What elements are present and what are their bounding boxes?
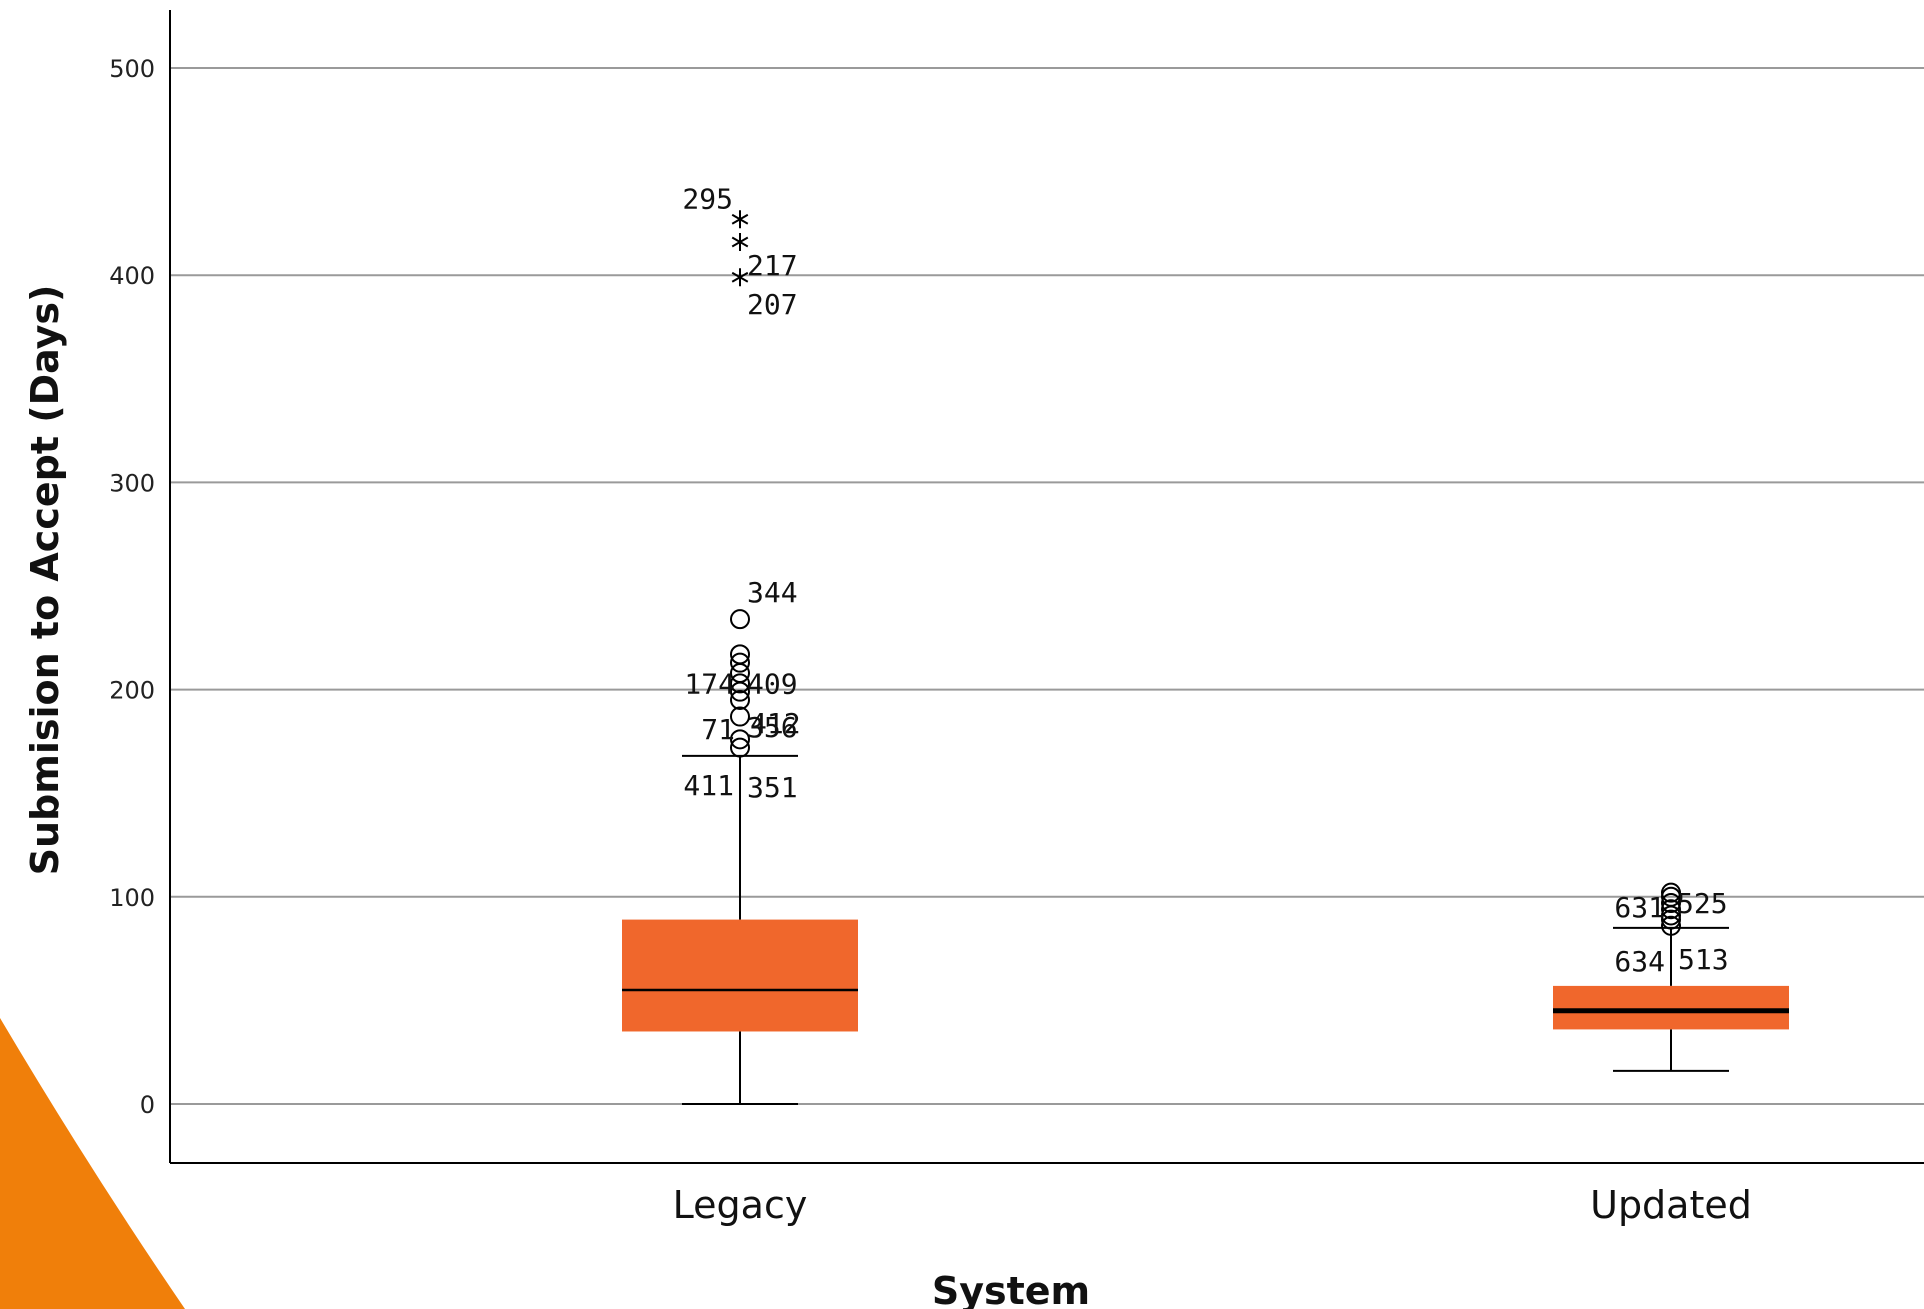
outlier-label-356: 356 (747, 711, 798, 744)
outlier-label-412: 412 (750, 707, 801, 740)
outlier-circle-7 (730, 652, 750, 673)
outlier-label-631: 631 (1614, 891, 1665, 924)
outlier-label-525: 525 (1677, 887, 1728, 920)
outlier-circle-1 (730, 729, 750, 750)
gridlines (170, 67, 1924, 1105)
outlier-circle-0 (1661, 915, 1681, 936)
outlier-star-12 (731, 210, 749, 229)
outlier-label-71: 71 (701, 713, 735, 746)
outlier-label-174: 174 (684, 667, 735, 700)
outlier-label-513: 513 (1678, 943, 1729, 976)
outlier-circle-4 (1661, 893, 1681, 914)
x-axis-title: System (932, 1269, 1090, 1309)
y-tick-label-0: 0 (140, 1091, 155, 1119)
outlier-circle-8 (730, 644, 750, 665)
iqr-box (622, 919, 858, 1032)
x-category-label-legacy: Legacy (673, 1183, 808, 1227)
outlier-circle-0 (730, 737, 750, 758)
outlier-label-295: 295 (682, 183, 733, 216)
outlier-circle-5 (730, 673, 750, 694)
x-axis-categories: Legacy Updated (673, 1183, 1752, 1227)
box-updated: 631 525 634 513 (1553, 882, 1789, 1072)
axes (169, 10, 1924, 1164)
corner-accent-shape (0, 1018, 185, 1309)
outlier-label-207: 207 (747, 288, 798, 321)
outlier-label-411: 411 (683, 769, 734, 802)
y-tick-label-400: 400 (109, 262, 155, 290)
y-tick-label-200: 200 (109, 677, 155, 705)
outlier-circle-3 (730, 689, 750, 710)
y-tick-label-500: 500 (109, 55, 155, 83)
outlier-circle-9 (730, 609, 750, 630)
outlier-circle-2 (730, 706, 750, 727)
outlier-label-217: 217 (747, 249, 798, 282)
outlier-circle-6 (1661, 882, 1681, 903)
outlier-label-409: 409 (747, 667, 798, 700)
y-tick-label-100: 100 (109, 884, 155, 912)
y-axis-title: Submision to Accept (Days) (23, 285, 67, 876)
iqr-box (1553, 985, 1789, 1030)
outlier-label-344: 344 (747, 576, 798, 609)
y-axis-ticks: 0 100 200 300 400 500 (109, 55, 155, 1119)
outlier-star-11 (731, 233, 749, 252)
outlier-star-10 (731, 268, 749, 287)
outlier-label-634: 634 (1614, 945, 1665, 978)
x-category-label-updated: Updated (1590, 1183, 1752, 1227)
y-tick-label-300: 300 (109, 469, 155, 497)
outlier-circle-3 (1661, 899, 1681, 920)
outlier-label-351: 351 (747, 771, 798, 804)
